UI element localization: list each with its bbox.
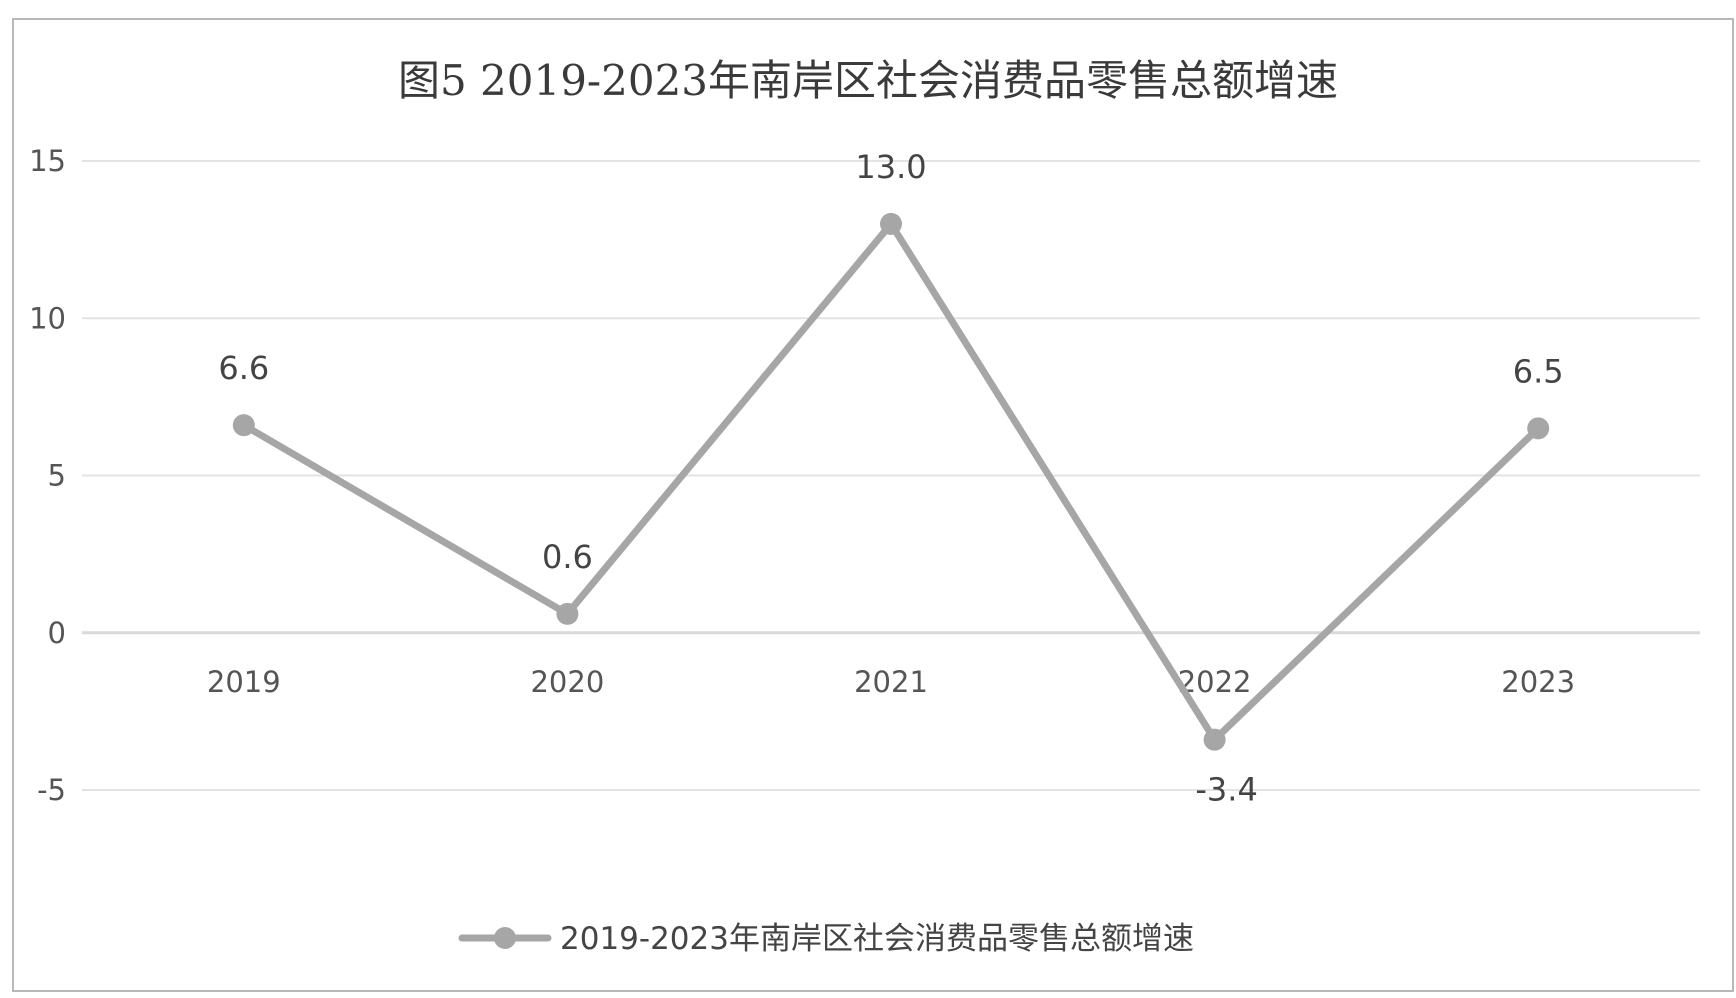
chart-frame <box>12 18 1734 992</box>
data-point <box>1203 728 1226 751</box>
data-label: 13.0 <box>855 148 926 186</box>
y-tick-label: 5 <box>48 459 66 493</box>
x-tick-label: 2022 <box>1178 665 1252 699</box>
x-axis-ticks: 2019 2020 2021 2022 2023 <box>207 665 1575 699</box>
data-label: 0.6 <box>542 538 593 576</box>
data-point <box>232 414 255 437</box>
series-line <box>240 220 1542 744</box>
x-tick-label: 2023 <box>1501 665 1575 699</box>
y-axis-ticks: 15 10 5 0 -5 <box>29 144 66 807</box>
y-tick-label: 15 <box>29 144 66 178</box>
legend: 2019-2023年南岸区社会消费品零售总额增速 <box>458 921 1194 957</box>
series-group <box>232 212 1550 751</box>
y-tick-label: 10 <box>29 301 66 335</box>
data-point <box>556 602 579 625</box>
data-label: 6.6 <box>218 349 269 387</box>
y-tick-label: -5 <box>37 773 66 807</box>
legend-marker <box>494 927 516 949</box>
x-tick-label: 2020 <box>530 665 604 699</box>
data-point <box>880 212 902 235</box>
y-tick-label: 0 <box>48 616 66 650</box>
gridlines <box>82 160 1700 791</box>
data-labels: 6.6 0.6 13.0 -3.4 6.5 <box>218 148 1563 809</box>
x-tick-label: 2019 <box>207 665 281 699</box>
data-label: -3.4 <box>1195 771 1257 809</box>
data-label: 6.5 <box>1513 352 1564 390</box>
legend-label: 2019-2023年南岸区社会消费品零售总额增速 <box>560 921 1194 957</box>
x-tick-label: 2021 <box>854 665 928 699</box>
chart-title: 图5 2019-2023年南岸区社会消费品零售总额增速 <box>398 56 1338 105</box>
data-point <box>1527 417 1550 440</box>
